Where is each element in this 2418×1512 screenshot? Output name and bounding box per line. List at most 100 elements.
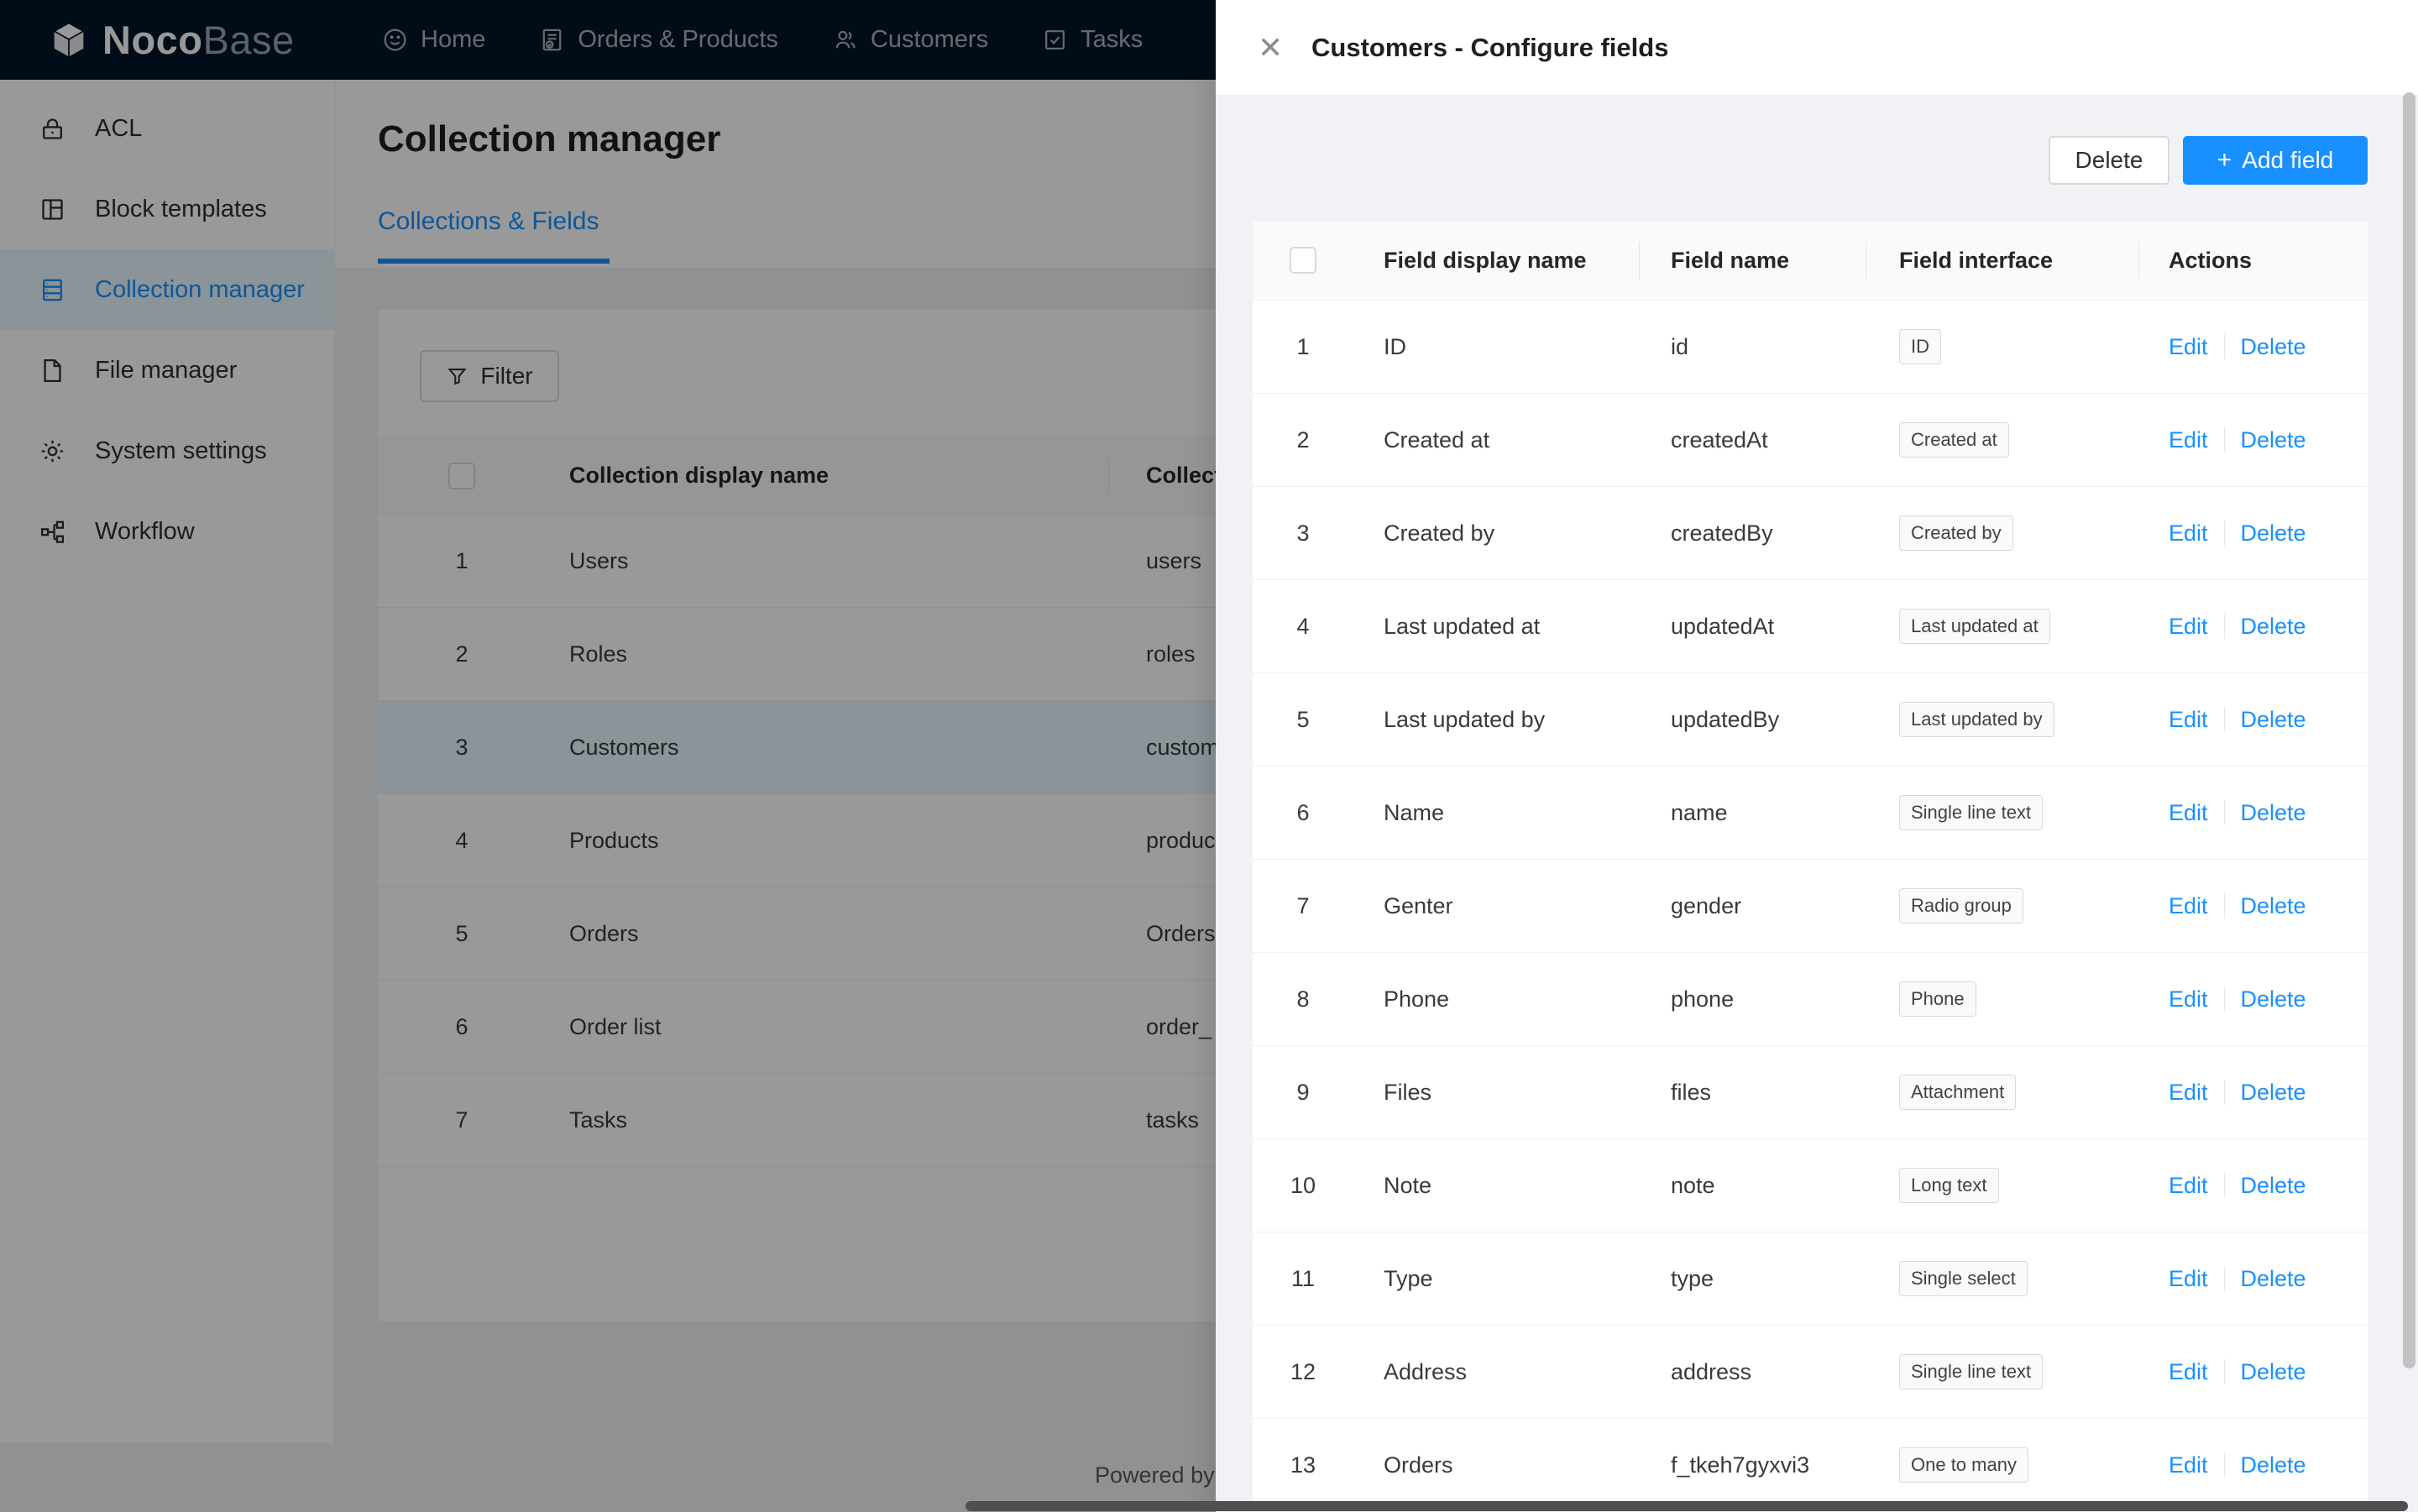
field-display-name: Address: [1384, 1358, 1468, 1384]
edit-link[interactable]: Edit: [2169, 986, 2208, 1012]
edit-link[interactable]: Edit: [2169, 1265, 2208, 1291]
sidebar-item-label: Workflow: [95, 517, 195, 545]
delete-link[interactable]: Delete: [2240, 613, 2306, 639]
row-index: 1: [1296, 333, 1310, 359]
nav-item-customers[interactable]: Customers: [832, 26, 988, 54]
field-name: type: [1671, 1265, 1714, 1291]
delete-link[interactable]: Delete: [2240, 799, 2306, 825]
column-header-collection-display-name: Collection display name: [569, 463, 830, 488]
delete-link[interactable]: Delete: [2240, 986, 2306, 1012]
edit-link[interactable]: Edit: [2169, 520, 2208, 546]
collection-name: tasks: [1146, 1107, 1200, 1133]
collection-name: roles: [1146, 641, 1196, 667]
filter-button-label: Filter: [480, 363, 533, 389]
field-name: address: [1671, 1358, 1752, 1384]
field-display-name: Last updated by: [1384, 706, 1546, 732]
sidebar-item-workflow[interactable]: Workflow: [0, 491, 334, 572]
sidebar-item-system-settings[interactable]: System settings: [0, 411, 334, 491]
delete-link[interactable]: Delete: [2240, 1452, 2306, 1478]
table-row: 2 Created at createdAt Created at Edit De…: [1253, 394, 2368, 487]
row-index: 13: [1290, 1452, 1316, 1478]
table-row: 1 ID id ID Edit Delete: [1253, 301, 2368, 394]
sidebar-item-label: Collection manager: [95, 275, 305, 303]
field-name: f_tkeh7gyxvi3: [1671, 1452, 1810, 1478]
field-display-name: Note: [1384, 1172, 1432, 1198]
sidebar-item-acl[interactable]: ACL: [0, 88, 334, 169]
tab-active-underline: [378, 259, 610, 264]
edit-link[interactable]: Edit: [2169, 1172, 2208, 1198]
row-index: 8: [1296, 986, 1310, 1012]
table-row: 7 Genter gender Radio group Edit Delete: [1253, 860, 2368, 953]
fields-table: Field display name Field name Field inte…: [1253, 221, 2368, 1512]
field-interface-tag: Last updated by: [1899, 702, 2054, 737]
row-index: 2: [1296, 426, 1310, 453]
delete-link[interactable]: Delete: [2240, 706, 2306, 732]
sidebar-item-block-templates[interactable]: Block templates: [0, 169, 334, 249]
tab-collections-and-fields[interactable]: Collections & Fields: [378, 207, 599, 235]
select-all-checkbox[interactable]: [448, 462, 475, 489]
collection-display-name: Orders: [569, 920, 639, 946]
delete-link[interactable]: Delete: [2240, 520, 2306, 546]
workflow-icon: [40, 521, 65, 543]
row-index: 9: [1296, 1079, 1310, 1105]
collection-display-name: Tasks: [569, 1107, 628, 1133]
edit-link[interactable]: Edit: [2169, 1079, 2208, 1105]
edit-link[interactable]: Edit: [2169, 426, 2208, 453]
row-index: 11: [1290, 1265, 1316, 1291]
field-name: id: [1671, 333, 1689, 359]
edit-link[interactable]: Edit: [2169, 706, 2208, 732]
field-interface-tag: Created at: [1899, 422, 2009, 458]
field-interface-tag: Phone: [1899, 981, 1976, 1017]
add-field-button[interactable]: + Add field: [2183, 136, 2368, 185]
filter-button[interactable]: Filter: [420, 350, 559, 402]
nav-item-home[interactable]: Home: [382, 26, 485, 54]
edit-link[interactable]: Edit: [2169, 613, 2208, 639]
row-index: 4: [455, 827, 468, 853]
nav-item-tasks[interactable]: Tasks: [1042, 26, 1143, 54]
edit-link[interactable]: Edit: [2169, 333, 2208, 359]
nocobase-logo[interactable]: NocoBase: [0, 17, 335, 63]
delete-link[interactable]: Delete: [2240, 892, 2306, 918]
nav-item-label: Home: [421, 26, 486, 53]
column-header-field-interface: Field interface: [1866, 248, 2138, 274]
delete-link[interactable]: Delete: [2240, 426, 2306, 453]
delete-link[interactable]: Delete: [2240, 1265, 2306, 1291]
action-divider: [2223, 334, 2225, 359]
delete-link[interactable]: Delete: [2240, 333, 2306, 359]
edit-link[interactable]: Edit: [2169, 1452, 2208, 1478]
delete-link[interactable]: Delete: [2240, 1172, 2306, 1198]
vertical-scrollbar-thumb[interactable]: [2403, 92, 2415, 1368]
close-icon[interactable]: ✕: [1258, 29, 1284, 65]
field-display-name: Created at: [1384, 426, 1490, 453]
collection-name: custom: [1146, 734, 1220, 760]
horizontal-scrollbar-thumb[interactable]: [966, 1501, 2408, 1511]
table-row: 8 Phone phone Phone Edit Delete: [1253, 953, 2368, 1046]
logo-text: NocoBase: [102, 18, 295, 62]
sidebar-item-file-manager[interactable]: File manager: [0, 330, 334, 411]
nav-item-orders-products[interactable]: Orders & Products: [539, 26, 778, 54]
field-display-name: Created by: [1384, 520, 1495, 546]
tasks-icon: [1045, 30, 1065, 50]
row-index: 10: [1290, 1172, 1316, 1198]
collection-icon: [43, 279, 62, 301]
nav-item-label: Tasks: [1081, 26, 1144, 53]
sidebar-item-label: Block templates: [95, 195, 267, 222]
table-row: 5 Last updated by updatedBy Last updated…: [1253, 673, 2368, 766]
edit-link[interactable]: Edit: [2169, 1358, 2208, 1384]
delete-button[interactable]: Delete: [2049, 136, 2169, 185]
nav-item-label: Customers: [870, 26, 989, 53]
table-row: 12 Address address Single line text Edit…: [1253, 1326, 2368, 1419]
configure-fields-drawer: ✕ Customers - Configure fields Delete + …: [1216, 0, 2418, 1512]
select-all-checkbox[interactable]: [1290, 247, 1316, 274]
sidebar-item-label: File manager: [95, 356, 238, 384]
delete-link[interactable]: Delete: [2240, 1079, 2306, 1105]
delete-link[interactable]: Delete: [2240, 1358, 2306, 1384]
collection-name: Orders: [1146, 920, 1216, 946]
customers-icon: [835, 30, 856, 49]
field-display-name: Name: [1384, 799, 1445, 825]
field-name: note: [1671, 1172, 1715, 1198]
sidebar-item-collection-manager[interactable]: Collection manager: [0, 249, 334, 330]
edit-link[interactable]: Edit: [2169, 892, 2208, 918]
edit-link[interactable]: Edit: [2169, 799, 2208, 825]
collection-display-name: Roles: [569, 641, 628, 667]
